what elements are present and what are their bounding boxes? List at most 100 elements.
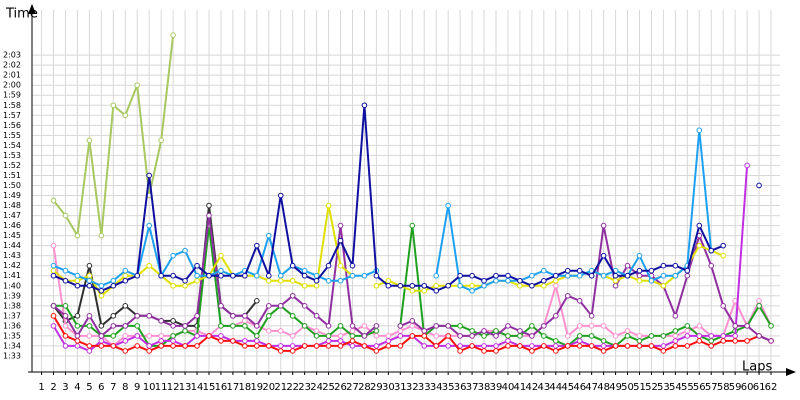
point — [696, 333, 703, 339]
y-tick-label: 1:46 — [3, 221, 21, 230]
point — [660, 262, 667, 269]
point — [110, 102, 117, 109]
point — [158, 318, 164, 324]
y-tick-label: 2:02 — [3, 61, 21, 70]
x-tick-label: 57 — [705, 382, 718, 393]
point — [373, 282, 380, 289]
x-tick-label: 9 — [134, 382, 140, 393]
point — [98, 282, 105, 289]
point — [218, 303, 224, 309]
point — [600, 348, 607, 354]
point — [373, 348, 380, 354]
point — [684, 333, 691, 339]
point — [720, 333, 726, 339]
point — [313, 277, 320, 284]
x-tick-label: 56 — [693, 382, 706, 393]
point — [469, 328, 475, 334]
point — [612, 282, 619, 289]
point — [660, 333, 667, 339]
point — [481, 348, 487, 354]
point — [397, 328, 404, 334]
point — [576, 343, 583, 349]
point — [373, 328, 380, 334]
point — [660, 343, 667, 349]
point — [301, 303, 308, 309]
y-tick-label: 2:01 — [3, 71, 21, 80]
x-tick-label: 16 — [215, 382, 228, 393]
x-tick-label: 49 — [609, 382, 622, 393]
point — [74, 323, 81, 329]
x-tick-label: 42 — [525, 382, 538, 393]
point — [74, 282, 81, 289]
point — [74, 343, 81, 349]
point — [696, 127, 703, 134]
point — [98, 333, 105, 339]
point — [600, 222, 607, 229]
point — [170, 338, 176, 344]
point — [265, 343, 272, 349]
point — [62, 343, 69, 349]
point — [74, 232, 81, 239]
point — [421, 287, 428, 294]
x-axis-arrow — [786, 368, 796, 376]
point — [457, 272, 463, 279]
point — [576, 298, 583, 304]
x-tick-label: 59 — [729, 382, 742, 393]
point — [457, 333, 463, 339]
point — [552, 343, 559, 349]
point — [552, 282, 559, 289]
point — [648, 333, 655, 339]
point — [564, 272, 571, 279]
point — [254, 323, 260, 329]
point — [146, 313, 152, 319]
point — [86, 282, 93, 289]
point — [265, 232, 272, 239]
point — [732, 323, 738, 329]
point — [277, 343, 284, 349]
point — [493, 272, 499, 279]
point — [74, 338, 81, 344]
point — [672, 328, 679, 334]
point — [313, 282, 320, 289]
point — [146, 222, 152, 229]
point — [648, 267, 655, 274]
point — [552, 277, 559, 284]
point — [564, 333, 571, 339]
point — [110, 282, 117, 289]
point — [265, 303, 272, 309]
point — [86, 137, 93, 144]
point — [50, 313, 57, 319]
x-tick-label: 47 — [585, 382, 598, 393]
point — [254, 272, 260, 279]
point — [576, 323, 583, 329]
x-tick-label: 30 — [382, 382, 395, 393]
point — [684, 328, 691, 334]
point — [182, 328, 188, 334]
point — [86, 333, 93, 339]
y-tick-label: 1:34 — [3, 341, 21, 350]
point — [122, 272, 129, 279]
point — [86, 272, 93, 279]
point — [50, 267, 57, 274]
x-tick-label: 8 — [122, 382, 128, 393]
x-tick-label: 38 — [478, 382, 491, 393]
point — [86, 313, 93, 319]
point — [636, 272, 643, 279]
point — [62, 277, 69, 284]
point — [289, 333, 296, 339]
point — [230, 323, 236, 329]
point — [612, 277, 619, 284]
point — [110, 323, 117, 329]
x-tick-label: 17 — [227, 382, 240, 393]
point — [349, 343, 356, 349]
point — [242, 343, 248, 349]
x-tick-label: 58 — [717, 382, 730, 393]
x-tick-label: 12 — [167, 382, 180, 393]
point — [493, 328, 499, 334]
point — [541, 333, 547, 339]
y-tick-label: 1:36 — [3, 321, 21, 330]
point — [493, 348, 499, 354]
point — [576, 338, 583, 344]
y-axis-title: Time — [5, 7, 38, 22]
